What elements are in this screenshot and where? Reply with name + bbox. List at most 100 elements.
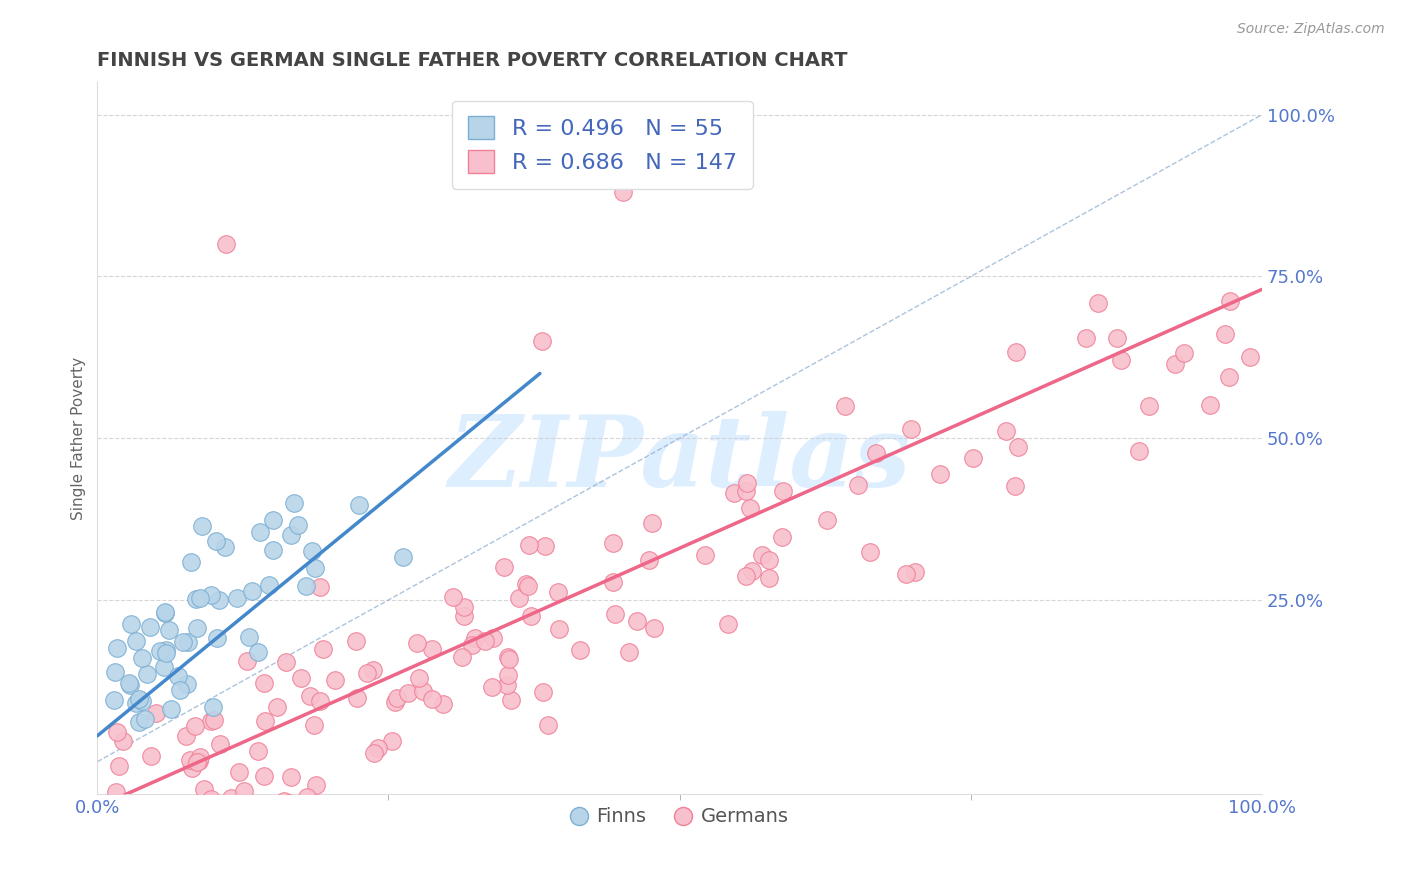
Point [612,186,634,200]
Point [464,631,486,645]
Point [643,621,665,635]
Point [531,334,554,348]
Point [186,591,208,606]
Point [205,533,228,548]
Point [534,540,557,554]
Point [186,756,208,770]
Point [834,399,856,413]
Point [274,655,297,669]
Point [200,819,222,833]
Point [180,555,202,569]
Point [209,737,232,751]
Point [751,549,773,563]
Point [515,577,537,591]
Point [387,690,409,705]
Point [177,635,200,649]
Point [298,689,321,703]
Point [111,734,134,748]
Point [174,729,197,743]
Point [155,643,177,657]
Point [290,671,312,685]
Point [266,699,288,714]
Point [280,771,302,785]
Point [108,797,131,812]
Point [238,631,260,645]
Point [356,666,378,681]
Point [157,623,180,637]
Point [141,748,163,763]
Point [105,641,128,656]
Point [125,634,148,648]
Point [638,553,661,567]
Point [865,446,887,460]
Point [128,819,150,833]
Point [1004,479,1026,493]
Point [498,652,520,666]
Point [283,496,305,510]
Point [155,606,177,620]
Point [125,696,148,710]
Y-axis label: Single Father Poverty: Single Father Poverty [72,357,86,520]
Point [105,724,128,739]
Point [172,635,194,649]
Point [735,475,758,490]
Point [157,819,180,833]
Point [200,792,222,806]
Point [301,544,323,558]
Point [1215,326,1237,341]
Point [520,608,543,623]
Text: ZIPatlas: ZIPatlas [449,411,911,508]
Point [131,650,153,665]
Point [193,781,215,796]
Point [155,646,177,660]
Point [103,692,125,706]
Point [153,660,176,674]
Legend: Finns, Germans: Finns, Germans [562,799,796,834]
Point [516,579,538,593]
Point [605,607,627,622]
Point [474,633,496,648]
Point [344,633,367,648]
Point [108,759,131,773]
Point [1076,331,1098,345]
Point [1087,295,1109,310]
Point [626,614,648,628]
Point [422,642,444,657]
Point [257,578,280,592]
Point [723,486,745,500]
Point [202,713,225,727]
Point [734,569,756,583]
Point [179,753,201,767]
Point [219,807,242,822]
Point [453,599,475,614]
Point [962,451,984,466]
Point [995,424,1018,438]
Point [741,564,763,578]
Point [367,741,389,756]
Point [396,686,419,700]
Point [232,783,254,797]
Point [160,702,183,716]
Point [569,642,592,657]
Point [894,567,917,582]
Point [118,678,141,692]
Point [134,712,156,726]
Point [228,764,250,779]
Point [277,796,299,810]
Point [1173,346,1195,360]
Point [432,698,454,712]
Point [167,668,190,682]
Point [118,676,141,690]
Point [295,579,318,593]
Point [641,516,664,531]
Point [1198,398,1220,412]
Point [207,632,229,646]
Point [1239,350,1261,364]
Point [1164,357,1187,371]
Point [273,794,295,808]
Point [929,467,952,481]
Point [1007,440,1029,454]
Point [900,421,922,435]
Point [225,591,247,605]
Point [772,484,794,499]
